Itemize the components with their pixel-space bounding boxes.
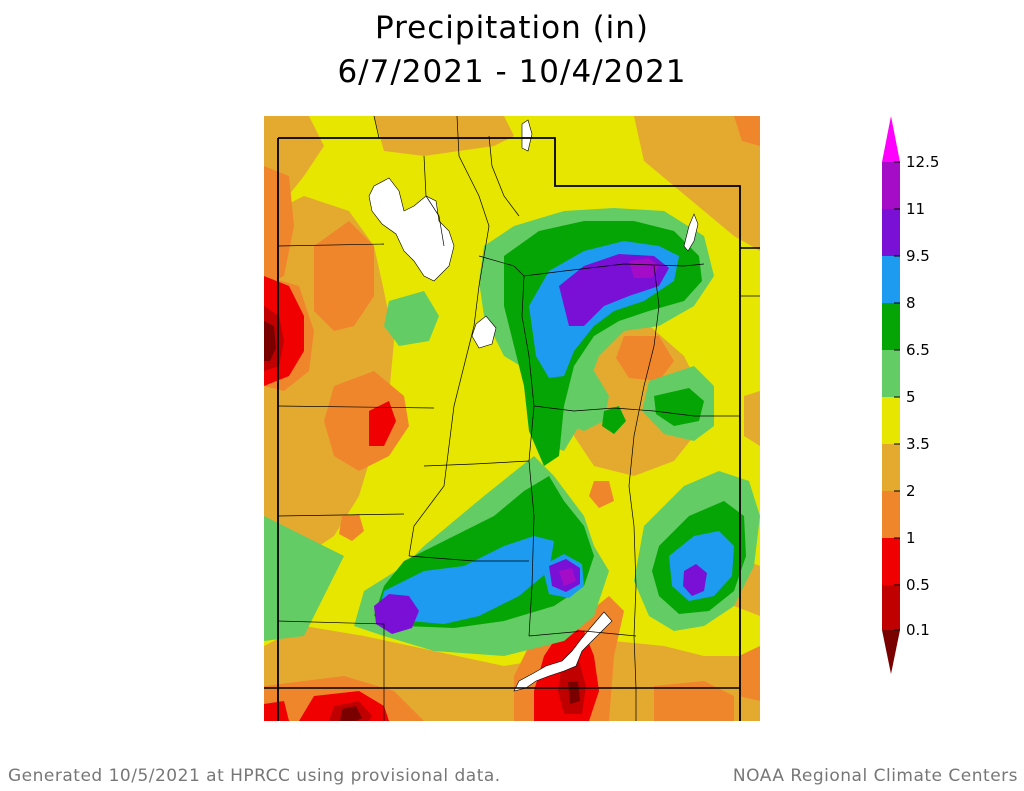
- legend-tick-0.1: 0.1: [906, 621, 930, 639]
- legend-band-2-3.5: [882, 444, 900, 491]
- bear-lake: [521, 119, 533, 152]
- legend-tick-9.5: 9.5: [906, 247, 930, 265]
- precip-band-below-0.1: [264, 321, 580, 721]
- precip-band-11-12.5: [559, 258, 659, 586]
- great-salt-lake: [368, 177, 455, 282]
- legend-band-3.5-5: [882, 397, 900, 444]
- precipitation-map: [264, 116, 760, 721]
- legend-tick-12.5: 12.5: [906, 153, 939, 171]
- legend-band-11-12.5: [882, 162, 900, 209]
- climate-division-lines: [277, 116, 760, 721]
- map-title-line-1: Precipitation (in): [374, 10, 650, 46]
- legend-band-5-6.5: [882, 350, 900, 397]
- legend-tick-1: 1: [906, 529, 916, 547]
- legend-tick-6.5: 6.5: [906, 341, 930, 359]
- legend-band-1-2: [882, 491, 900, 538]
- legend-band-9.5-11: [882, 209, 900, 256]
- utah-state-boundary: [278, 137, 741, 721]
- legend-band-8-9.5: [882, 256, 900, 303]
- legend-band-0.5-1: [882, 538, 900, 585]
- footer-credit: NOAA Regional Climate Centers: [732, 766, 1018, 786]
- utah-lake: [471, 315, 497, 349]
- color-scale-legend: 12.5 11 9.5 8 6.5 5 3.5 2 1 0.5 0.1: [882, 116, 939, 674]
- legend-tick-3.5: 3.5: [906, 435, 930, 453]
- footer-generated-note: Generated 10/5/2021 at HPRCC using provi…: [8, 766, 501, 786]
- legend-tick-11: 11: [906, 200, 925, 218]
- legend-top-arrow: [882, 116, 900, 162]
- legend-band-0.1-0.5: [882, 585, 900, 630]
- legend-tick-2: 2: [906, 482, 916, 500]
- legend-tick-0.5: 0.5: [906, 576, 930, 594]
- water-bodies: [368, 119, 699, 692]
- legend-tick-8: 8: [906, 294, 916, 312]
- legend-tick-5: 5: [906, 388, 916, 406]
- map-title-line-2: 6/7/2021 - 10/4/2021: [337, 54, 687, 90]
- legend-bottom-arrow: [882, 630, 900, 674]
- legend-band-6.5-8: [882, 303, 900, 350]
- flaming-gorge: [683, 213, 699, 252]
